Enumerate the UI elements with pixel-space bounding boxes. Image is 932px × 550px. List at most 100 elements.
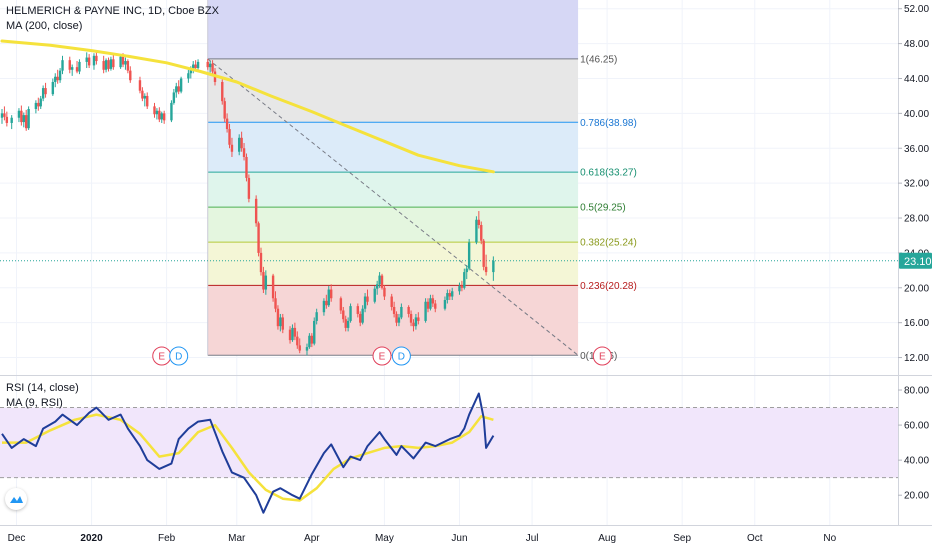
candle-body <box>359 313 362 323</box>
candle-body <box>70 67 74 70</box>
rsi-ma-line <box>2 413 494 502</box>
candle-body <box>175 86 178 93</box>
candle-body <box>262 272 265 290</box>
candle-body <box>446 293 449 300</box>
candle-body <box>310 335 314 344</box>
candle-body <box>177 86 180 92</box>
y-tick-label: 28.00 <box>904 214 929 225</box>
x-tick-label: Oct <box>747 533 763 544</box>
candle-body <box>339 298 343 311</box>
fib-zone <box>207 285 579 356</box>
candle-body <box>44 88 47 95</box>
fib-level-label: 0.5(29.25) <box>580 203 626 214</box>
fib-retracement[interactable]: 1(46.25) 0.786(38.98) 0.618(33.27) 0.5(29.2… <box>0 0 898 362</box>
candle-body <box>463 272 466 288</box>
event-marker-letter: E <box>599 352 606 363</box>
candle-body <box>460 286 464 288</box>
candle-body <box>342 310 345 320</box>
candle-body <box>373 288 376 302</box>
x-tick-label: Jul <box>526 533 539 544</box>
candle-body <box>424 301 427 321</box>
candle-body <box>313 320 316 344</box>
candle-body <box>112 59 115 68</box>
candle-body <box>390 296 393 307</box>
candle-body <box>484 266 488 273</box>
candle-body <box>383 287 386 297</box>
tradingview-logo-icon[interactable] <box>5 488 27 510</box>
candle-body <box>293 327 297 337</box>
candle-body <box>170 102 173 121</box>
x-tick-label: Apr <box>304 533 320 544</box>
candle-body <box>51 81 55 95</box>
candle-body <box>254 198 258 224</box>
candle-body <box>160 113 163 120</box>
candle-body <box>492 260 495 273</box>
candle-body <box>61 60 64 71</box>
candle-body <box>315 312 318 321</box>
x-tick-label: Jun <box>451 533 467 544</box>
x-tick-label: Sep <box>673 533 691 544</box>
candle-body <box>238 137 241 152</box>
candle-body <box>206 61 209 68</box>
last-price-tag-label: 23.10 <box>904 256 932 268</box>
event-marker-letter: D <box>175 352 182 363</box>
ma-legend[interactable]: MA (200, close) <box>6 20 83 32</box>
candle-body <box>228 129 231 145</box>
candle-body <box>68 60 71 70</box>
candle-body <box>143 95 147 99</box>
candle-body <box>247 177 251 199</box>
candle-body <box>296 336 299 346</box>
fib-zone <box>207 242 579 286</box>
y-tick-label: 12.00 <box>904 353 929 364</box>
x-tick-label: Feb <box>158 533 176 544</box>
candle-body <box>104 60 108 70</box>
rsi-legend-line[interactable]: RSI (14, close) <box>6 382 79 394</box>
fib-level-label: 0.236(20.28) <box>580 281 637 292</box>
candle-body <box>366 296 369 302</box>
fib-level-label: 0.786(38.98) <box>580 118 637 129</box>
candle-body <box>85 57 88 62</box>
candle-body <box>240 137 243 149</box>
fib-level-label: 1(46.25) <box>580 54 617 65</box>
candle-body <box>349 306 352 321</box>
candle-body <box>107 60 110 69</box>
candle-body <box>230 144 234 152</box>
candle-body <box>58 70 62 81</box>
x-tick-label: Mar <box>228 533 246 544</box>
candle-body <box>264 275 268 290</box>
candle-body <box>482 240 485 267</box>
candle-body <box>361 308 364 323</box>
event-marker <box>391 346 411 366</box>
y-tick-label: 40.00 <box>904 109 929 120</box>
rsi-tick-label: 40.00 <box>904 456 929 467</box>
price-legend: HELMERICH & PAYNE INC, 1D, Cboe BZX MA (… <box>6 4 219 34</box>
fib-zone <box>207 172 579 208</box>
candle-body <box>431 298 435 304</box>
candle-body <box>20 110 23 123</box>
candle-body <box>322 300 326 313</box>
candle-body <box>37 102 40 107</box>
candle-body <box>380 275 384 288</box>
candle-body <box>126 61 130 71</box>
candle-body <box>434 303 437 309</box>
candle-body <box>0 113 4 118</box>
event-marker-letter: D <box>398 352 405 363</box>
rsi-ma-legend[interactable]: MA (9, RSI) <box>6 397 63 409</box>
rsi-pane <box>0 392 898 514</box>
rsi-legend: RSI (14, close) MA (9, RSI) <box>6 381 79 411</box>
candle-body <box>477 219 481 225</box>
event-marker <box>372 346 392 366</box>
fib-zone <box>207 207 579 243</box>
candle-body <box>223 101 226 119</box>
fib-top-band <box>207 0 579 59</box>
candle-body <box>87 57 91 66</box>
event-marker-letter: E <box>158 352 165 363</box>
candle-body <box>329 289 333 299</box>
candle-body <box>78 61 81 72</box>
candle-body <box>75 67 79 72</box>
candle-body <box>3 113 6 117</box>
symbol-title[interactable]: HELMERICH & PAYNE INC, 1D, Cboe BZX <box>6 5 219 17</box>
candle-body <box>279 317 282 327</box>
